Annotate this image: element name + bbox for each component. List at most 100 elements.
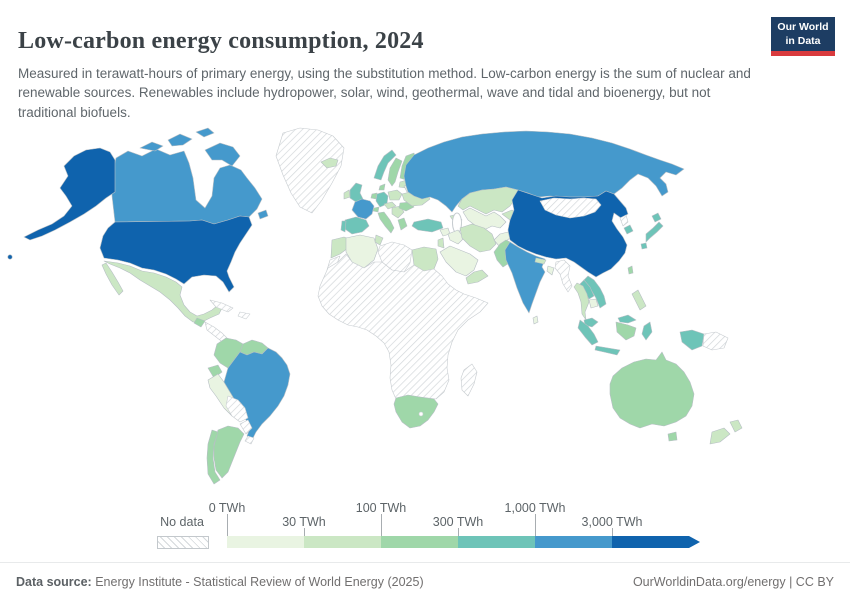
region-paraguay[interactable]	[239, 419, 253, 435]
region-italy[interactable]	[377, 211, 395, 234]
region-czech-austria[interactable]	[383, 201, 397, 210]
region-tunisia[interactable]	[374, 234, 384, 246]
region-baja-california[interactable]	[101, 262, 124, 296]
legend-tick	[458, 528, 459, 536]
region-new-zealand-north[interactable]	[729, 419, 743, 433]
data-source-text: Energy Institute - Statistical Review of…	[95, 574, 424, 589]
region-uruguay[interactable]	[244, 435, 255, 445]
legend-color-segment[interactable]	[381, 536, 458, 548]
region-philippines[interactable]	[631, 289, 647, 311]
legend-no-data-swatch[interactable]	[157, 536, 209, 549]
region-laos[interactable]	[579, 279, 595, 300]
legend-tick	[381, 514, 382, 536]
owid-logo[interactable]: Our World in Data	[771, 17, 835, 57]
legend-color-segment[interactable]	[227, 536, 304, 548]
region-cuba[interactable]	[209, 299, 234, 313]
region-ecuador[interactable]	[207, 364, 223, 379]
region-chile[interactable]	[206, 429, 221, 485]
region-indonesia-kalimantan[interactable]	[615, 321, 637, 341]
legend-tick-label: 1,000 TWh	[504, 501, 566, 515]
region-ireland[interactable]	[343, 189, 351, 200]
region-taiwan[interactable]	[627, 265, 634, 275]
owid-url-link[interactable]: OurWorldinData.org/energy	[632, 574, 786, 589]
region-greece[interactable]	[397, 217, 408, 231]
legend-color-segment[interactable]	[535, 536, 612, 548]
region-united-kingdom[interactable]	[349, 182, 364, 203]
region-madagascar[interactable]	[460, 363, 478, 397]
region-canada-arctic-island[interactable]	[167, 133, 193, 147]
region-south-africa[interactable]	[393, 394, 439, 429]
region-argentina[interactable]	[213, 425, 245, 479]
legend-color-segment[interactable]	[612, 536, 689, 548]
region-iceland[interactable]	[320, 157, 339, 169]
region-switzerland[interactable]	[372, 206, 380, 213]
region-malaysia-borneo[interactable]	[617, 314, 637, 324]
region-baffin-island[interactable]	[204, 142, 241, 167]
page-subtitle: Measured in terawatt-hours of primary en…	[18, 65, 751, 121]
data-source-line: Data source: Energy Institute - Statisti…	[16, 575, 424, 589]
region-canada-arctic-island[interactable]	[195, 127, 215, 138]
region-hawaii[interactable]	[7, 254, 13, 260]
region-israel-jordan[interactable]	[437, 237, 445, 249]
region-alaska[interactable]	[23, 147, 116, 241]
region-south-korea[interactable]	[623, 224, 634, 235]
region-mongolia[interactable]	[539, 197, 602, 219]
region-sweden[interactable]	[387, 157, 403, 187]
legend-color-segment[interactable]	[458, 536, 535, 548]
legend-tick	[612, 528, 613, 536]
region-indonesia-java[interactable]	[594, 345, 621, 356]
region-bangladesh[interactable]	[546, 265, 555, 276]
region-turkey[interactable]	[411, 218, 444, 233]
region-poland[interactable]	[387, 189, 403, 201]
region-japan[interactable]	[651, 212, 662, 223]
region-guatemala[interactable]	[193, 317, 206, 328]
region-algeria[interactable]	[345, 234, 379, 269]
region-brazil[interactable]	[223, 347, 291, 441]
region-australia[interactable]	[609, 351, 695, 429]
region-india[interactable]	[504, 241, 546, 314]
region-new-zealand-south[interactable]	[709, 427, 731, 445]
region-benelux[interactable]	[370, 192, 378, 200]
region-canada-arctic-island[interactable]	[139, 141, 164, 152]
region-canada[interactable]	[111, 148, 263, 225]
legend-tick	[227, 514, 228, 536]
region-myanmar[interactable]	[554, 259, 573, 293]
region-japan[interactable]	[640, 242, 648, 250]
region-greenland[interactable]	[275, 127, 345, 214]
region-papua-new-guinea[interactable]	[702, 331, 729, 351]
region-iraq[interactable]	[447, 229, 465, 245]
region-hispaniola[interactable]	[237, 311, 251, 320]
lesotho	[418, 411, 424, 417]
region-sub-saharan-africa[interactable]	[317, 253, 489, 400]
region-denmark[interactable]	[378, 183, 386, 191]
page-title: Low-carbon energy consumption, 2024	[18, 28, 424, 55]
region-japan[interactable]	[645, 221, 664, 243]
region-nepal[interactable]	[534, 257, 547, 265]
region-tasmania[interactable]	[667, 431, 678, 442]
legend-tick-label: 300 TWh	[432, 515, 484, 529]
region-france[interactable]	[351, 198, 375, 220]
region-sri-lanka[interactable]	[532, 315, 539, 325]
region-yemen-oman[interactable]	[465, 269, 489, 285]
legend-tick-label: 3,000 TWh	[581, 515, 643, 529]
map-legend: No data 0 TWh 30 TWh 100 TWh 300 TWh 1,000 TW…	[157, 501, 727, 553]
region-cambodia[interactable]	[588, 298, 599, 309]
region-newfoundland[interactable]	[257, 209, 269, 220]
legend-color-segment[interactable]	[304, 536, 381, 548]
region-portugal[interactable]	[340, 220, 347, 233]
region-united-states[interactable]	[99, 215, 253, 293]
region-libya[interactable]	[377, 241, 413, 273]
region-indonesia-papua[interactable]	[679, 329, 705, 351]
region-indonesia-sumatra[interactable]	[577, 319, 599, 346]
region-china[interactable]	[507, 189, 629, 278]
region-norway[interactable]	[373, 149, 397, 181]
region-saudi-arabia[interactable]	[439, 245, 479, 277]
region-iran[interactable]	[459, 223, 497, 253]
region-spain[interactable]	[344, 216, 370, 235]
region-kazakhstan[interactable]	[457, 186, 519, 215]
region-indonesia-sulawesi[interactable]	[641, 321, 653, 341]
region-bolivia[interactable]	[225, 395, 249, 423]
region-north-korea[interactable]	[619, 214, 629, 227]
license-link[interactable]: CC BY	[795, 574, 834, 589]
